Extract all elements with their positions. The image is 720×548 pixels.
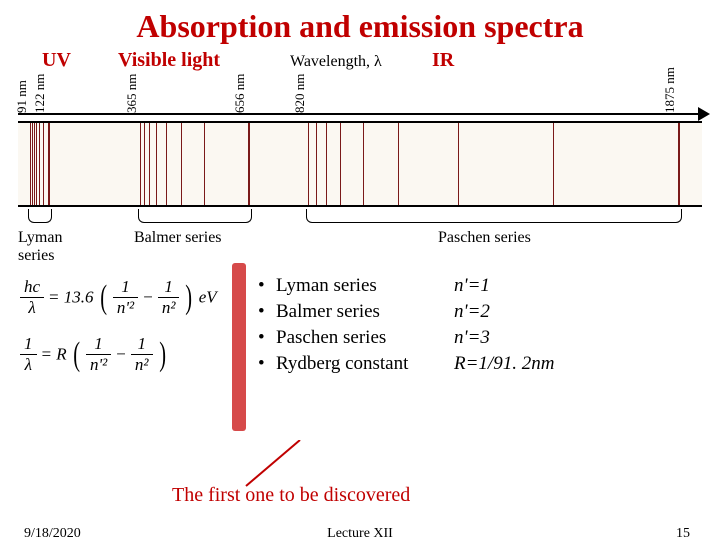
- series-brackets: [18, 207, 702, 229]
- series-name: Balmer series: [276, 301, 454, 323]
- series-bracket: [138, 209, 252, 223]
- series-label: series: [18, 247, 54, 265]
- wavelength-tick: 1875 nm: [662, 67, 678, 113]
- series-label-row: Lymanseries Balmer series Paschen series: [18, 229, 702, 265]
- spectral-line: [30, 123, 31, 205]
- list-item: •Lyman seriesn'=1: [258, 275, 554, 297]
- list-item: •Paschen seriesn'=3: [258, 327, 554, 349]
- wavelength-tick: 122 nm: [32, 74, 48, 113]
- region-uv: UV: [42, 49, 71, 72]
- spectral-line: [308, 123, 309, 205]
- spectral-line: [326, 123, 327, 205]
- spectral-line: [39, 123, 40, 205]
- series-label: Paschen series: [438, 229, 531, 247]
- spectral-line: [48, 123, 50, 205]
- spectral-line: [248, 123, 250, 205]
- series-value: R=1/91. 2nm: [454, 353, 554, 375]
- bullet-icon: •: [258, 353, 276, 375]
- spectral-line: [156, 123, 157, 205]
- series-name: Lyman series: [276, 275, 454, 297]
- series-bracket: [306, 209, 682, 223]
- spectral-line: [43, 123, 44, 205]
- spectral-line: [553, 123, 554, 205]
- series-label: Balmer series: [134, 229, 222, 247]
- callout-arrow-icon: [242, 440, 312, 490]
- list-item: •Rydberg constantR=1/91. 2nm: [258, 353, 554, 375]
- formula-2: 1λ = R ( 1n'² − 1n² ): [20, 334, 230, 375]
- region-vis: Visible light: [118, 49, 220, 72]
- formula-1: hcλ = 13.6 ( 1n'² − 1n² ) eV: [20, 277, 230, 318]
- bullet-icon: •: [258, 275, 276, 297]
- spectral-line: [140, 123, 141, 205]
- wavelength-tick: 365 nm: [124, 74, 140, 113]
- spectral-line: [144, 123, 145, 205]
- page-title: Absorption and emission spectra: [0, 8, 720, 45]
- series-name: Paschen series: [276, 327, 454, 349]
- content-row: hcλ = 13.6 ( 1n'² − 1n² ) eV 1λ = R ( 1n…: [0, 271, 720, 431]
- series-bullet-list: •Lyman seriesn'=1•Balmer seriesn'=2•Pasc…: [258, 275, 554, 379]
- spectral-line: [678, 123, 680, 205]
- wavelength-axis-label: Wavelength, λ: [290, 53, 382, 71]
- axis-arrow-icon: [698, 107, 710, 121]
- spectral-line: [166, 123, 167, 205]
- wavelength-axis: 91 nm122 nm365 nm656 nm820 nm1875 nm: [18, 77, 702, 117]
- region-ir: IR: [432, 49, 454, 72]
- spectral-line: [316, 123, 317, 205]
- spectral-line: [204, 123, 205, 205]
- wavelength-tick: 820 nm: [292, 74, 308, 113]
- spectral-line: [34, 123, 35, 205]
- spectral-line: [149, 123, 150, 205]
- spectral-line: [398, 123, 399, 205]
- spectral-line: [458, 123, 459, 205]
- series-label: Lyman: [18, 229, 62, 247]
- spectral-line: [32, 123, 33, 205]
- region-label-row: UV Visible light IR Wavelength, λ: [0, 49, 720, 75]
- wavelength-tick: 656 nm: [232, 74, 248, 113]
- series-bracket: [28, 209, 52, 223]
- formula-block: hcλ = 13.6 ( 1n'² − 1n² ) eV 1λ = R ( 1n…: [20, 271, 230, 391]
- spectral-line: [363, 123, 364, 205]
- spectral-line: [181, 123, 182, 205]
- series-value: n'=1: [454, 275, 490, 297]
- series-value: n'=3: [454, 327, 490, 349]
- spectral-line: [36, 123, 37, 205]
- spectrum-chart: [18, 121, 702, 207]
- wavelength-tick: 91 nm: [14, 80, 30, 113]
- bullet-icon: •: [258, 301, 276, 323]
- series-value: n'=2: [454, 301, 490, 323]
- series-name: Rydberg constant: [276, 353, 454, 375]
- bullet-icon: •: [258, 327, 276, 349]
- spectral-line: [340, 123, 341, 205]
- callout-bar: [232, 263, 246, 431]
- axis-line: [18, 113, 702, 115]
- callout-text: The first one to be discovered: [172, 484, 410, 507]
- list-item: •Balmer seriesn'=2: [258, 301, 554, 323]
